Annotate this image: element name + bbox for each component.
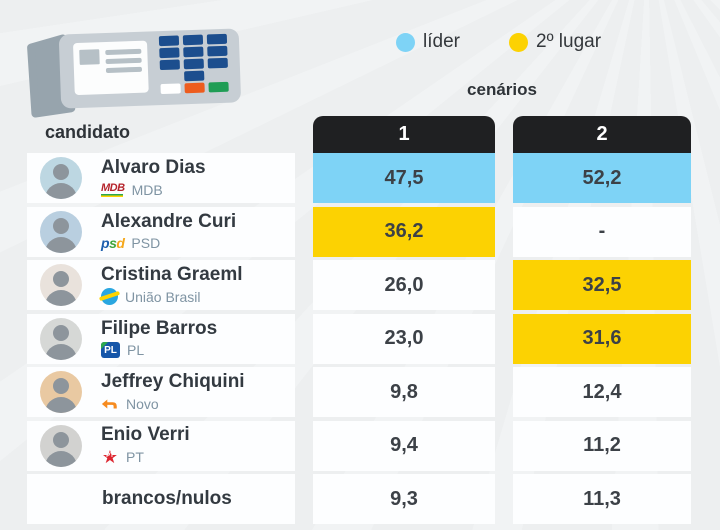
avatar: [40, 210, 82, 253]
legend-leader-label: líder: [423, 31, 460, 52]
mdb-logo: MDB: [101, 182, 125, 197]
scenario-1-value: 47,5: [313, 153, 495, 203]
scenario-2-header: 2: [513, 116, 691, 153]
second-place-dot-icon: [509, 32, 528, 52]
scenario-2-value: 31,6: [513, 313, 691, 364]
novo-logo: [101, 398, 119, 410]
candidate-cell-cristina-graeml: Cristina Graeml União Brasil: [27, 260, 295, 310]
scenario-1-value: 9,3: [313, 474, 495, 524]
candidate-cell-enio-verri: Enio Verri ★ PT PT: [27, 420, 295, 471]
scenario-2-value: 52,2: [513, 153, 691, 203]
scenario-2-value: 11,3: [513, 474, 691, 524]
avatar: [40, 317, 82, 360]
voting-machine-icon: [27, 28, 241, 118]
candidate-name: Alexandre Curi: [101, 210, 237, 232]
candidate-name: Jeffrey Chiquini: [101, 371, 245, 393]
party-name: PSD: [131, 235, 161, 252]
avatar: [40, 371, 82, 413]
scenario-1-header: 1: [313, 116, 495, 153]
legend-second-label: 2º lugar: [536, 31, 602, 52]
pt-logo: ★ PT: [101, 447, 119, 468]
candidate-cell-alvaro-dias: Alvaro Dias MDB MDB: [27, 153, 295, 203]
legend-leader: líder: [396, 31, 460, 53]
candidate-name: Alvaro Dias: [101, 157, 206, 179]
scenario-1-value: 23,0: [313, 313, 495, 364]
candidate-name: Filipe Barros: [101, 317, 218, 339]
avatar: [40, 157, 82, 199]
candidate-cell-jeffrey-chiquini: Jeffrey Chiquini Novo: [27, 367, 295, 417]
scenario-2-value: -: [513, 206, 691, 257]
party-name: Novo: [126, 395, 159, 412]
scenario-1-value: 26,0: [313, 260, 495, 310]
party-name: PL: [127, 342, 145, 359]
scenario-2-value: 11,2: [513, 420, 691, 471]
scenario-1-value: 36,2: [313, 206, 495, 257]
scenario-2-value: 12,4: [513, 367, 691, 417]
cenarios-heading: cenários: [467, 80, 537, 99]
avatar: [40, 424, 82, 467]
party-name: PT: [126, 449, 144, 466]
pl-logo: PL: [101, 342, 120, 359]
scenario-1-value: 9,8: [313, 367, 495, 417]
scenario-1-value: 9,4: [313, 420, 495, 471]
uniao-brasil-logo: [101, 288, 118, 306]
candidato-column-heading: candidato: [45, 122, 131, 142]
party-name: MDB: [131, 181, 163, 198]
party-name: União Brasil: [125, 288, 201, 305]
candidate-cell-brancos-nulos: brancos/nulos: [27, 474, 295, 524]
legend-second-place: 2º lugar: [509, 31, 601, 53]
candidate-cell-filipe-barros: Filipe Barros PL PL: [27, 313, 295, 364]
candidate-name: Enio Verri: [101, 423, 190, 445]
candidate-name: Cristina Graeml: [101, 263, 243, 285]
leader-dot-icon: [396, 32, 415, 52]
results-table: Alvaro Dias MDB MDB 47,5 52,2 Alexandre …: [0, 153, 691, 524]
scenario-2-value: 32,5: [513, 260, 691, 310]
avatar: [40, 264, 82, 306]
blank-null-label: brancos/nulos: [102, 488, 232, 509]
